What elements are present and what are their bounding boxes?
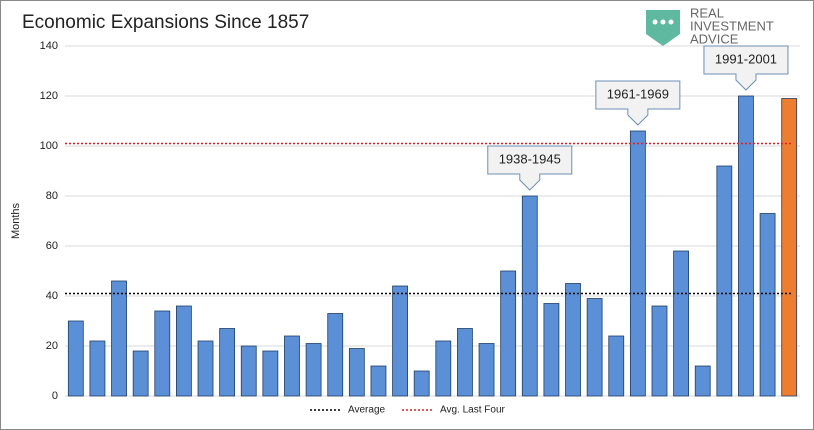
- y-tick-label: 0: [52, 390, 58, 402]
- callout: [703, 45, 789, 91]
- logo-dot: [660, 19, 666, 25]
- y-tick-label: 100: [40, 140, 58, 152]
- bar: [738, 95, 754, 397]
- bar: [154, 310, 171, 397]
- annotation-text: 1991-2001: [715, 51, 777, 66]
- legend-label: Avg. Last Four: [440, 405, 506, 416]
- bar: [500, 270, 517, 397]
- bar: [219, 328, 236, 397]
- y-tick-label: 80: [46, 190, 58, 202]
- logo-text: INVESTMENT: [690, 18, 774, 33]
- y-tick-label: 60: [46, 240, 58, 252]
- callout: [595, 80, 681, 126]
- logo-text: REAL: [690, 5, 724, 20]
- bar: [240, 345, 257, 397]
- logo-text: ADVICE: [690, 31, 739, 46]
- logo-dot: [652, 19, 658, 25]
- bar: [629, 130, 646, 397]
- legend-label: Average: [348, 405, 386, 416]
- annotation-text: 1938-1945: [499, 151, 561, 166]
- bar: [543, 303, 560, 397]
- logo: REAL INVESTMENT ADVICE: [646, 5, 774, 46]
- y-tick-label: 140: [40, 40, 58, 52]
- bar: [132, 350, 149, 397]
- bar: [284, 335, 300, 397]
- bar: [327, 313, 344, 397]
- chart-title: Economic Expansions Since 1857: [22, 12, 309, 33]
- bar: [673, 250, 690, 397]
- annotation-text: 1961-1969: [607, 86, 669, 101]
- bar: [89, 340, 106, 397]
- bar: [781, 98, 798, 397]
- bar: [348, 348, 365, 397]
- bar: [392, 285, 408, 397]
- bar: [586, 298, 603, 397]
- bar: [694, 365, 711, 397]
- callout: [487, 145, 573, 191]
- bar: [262, 350, 279, 397]
- bar: [370, 365, 387, 397]
- bar: [716, 165, 733, 397]
- y-axis-label: Months: [10, 202, 22, 239]
- bar: [478, 343, 495, 397]
- bar: [175, 305, 192, 397]
- bar: [651, 305, 668, 397]
- bar: [457, 328, 473, 397]
- bar: [197, 340, 214, 397]
- bar: [413, 370, 430, 397]
- bar: [435, 340, 452, 397]
- y-tick-label: 40: [46, 290, 58, 302]
- bar: [521, 195, 538, 397]
- bar: [608, 335, 625, 397]
- bar: [759, 213, 776, 397]
- y-tick-label: 120: [40, 90, 58, 102]
- logo-icon: [646, 10, 680, 46]
- bar: [111, 280, 127, 397]
- bar: [305, 343, 322, 397]
- logo-dot: [668, 19, 674, 25]
- bar: [565, 283, 581, 397]
- bar: [67, 320, 84, 397]
- y-tick-label: 20: [46, 340, 58, 352]
